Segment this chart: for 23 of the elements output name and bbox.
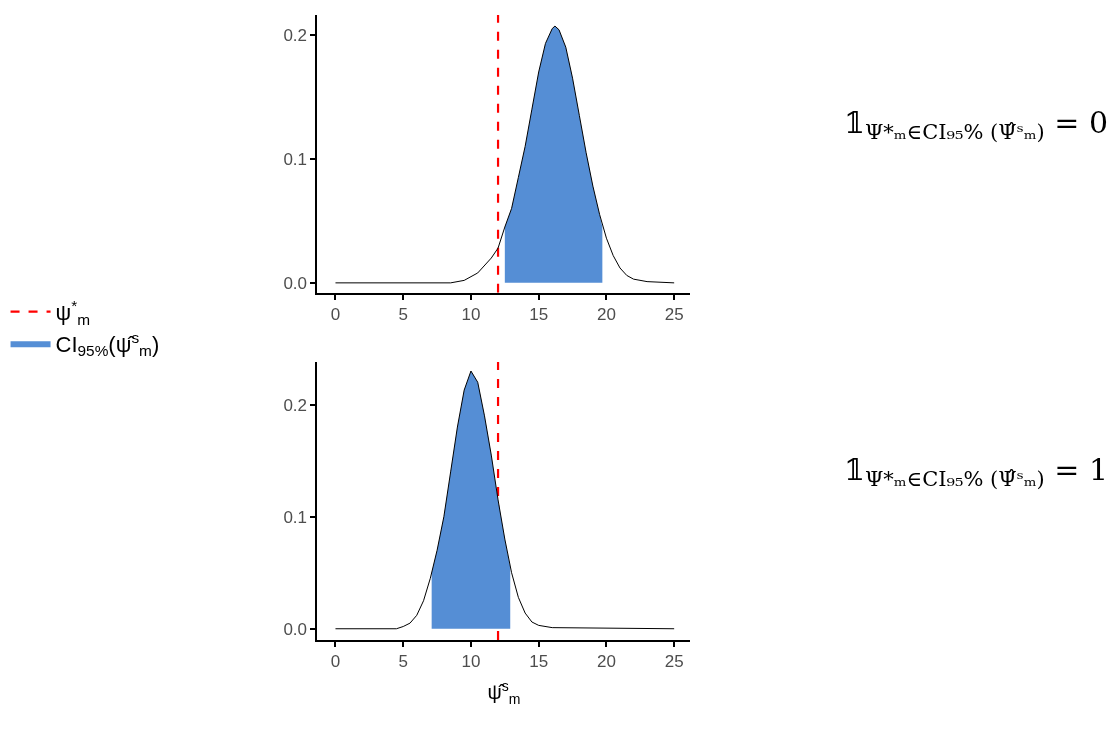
x-tick-label: 15 [529,652,549,672]
x-tick-label: 15 [529,305,549,325]
y-tick-label: 0.2 [283,25,308,45]
y-tick-label: 0.2 [283,395,308,415]
x-tick-label: 0 [330,305,341,325]
y-tick-label: 0.1 [283,507,308,527]
x-tick-label: 5 [398,652,408,672]
x-tick-label: 25 [664,652,684,672]
y-tick-label: 0.1 [283,149,308,169]
x-tick-label: 25 [664,305,684,325]
x-tick-label: 10 [461,305,481,325]
x-tick-label: 0 [330,652,341,672]
line-series [334,25,675,284]
text: 𝟙$_{Ψ*ₘ∈CI₉₅% (Ψ̂ˢₘ)}$ = 1 [844,452,1109,492]
text: 𝟙$_{Ψ*ₘ∈CI₉₅% (Ψ̂ˢₘ)}$ = 0 [844,105,1109,145]
y-tick-label: 0.0 [283,273,308,293]
legend-label: CI$_{95%}$(ψ̂$^{s}$$_{m}$) [55,328,160,360]
x-tick-label: 10 [461,652,481,672]
line-series [334,370,675,630]
x-tick-label: 5 [398,305,408,325]
x-tick-label: 20 [596,652,616,672]
x-tick-label: 20 [596,305,616,325]
y-tick-label: 0.0 [283,619,308,639]
